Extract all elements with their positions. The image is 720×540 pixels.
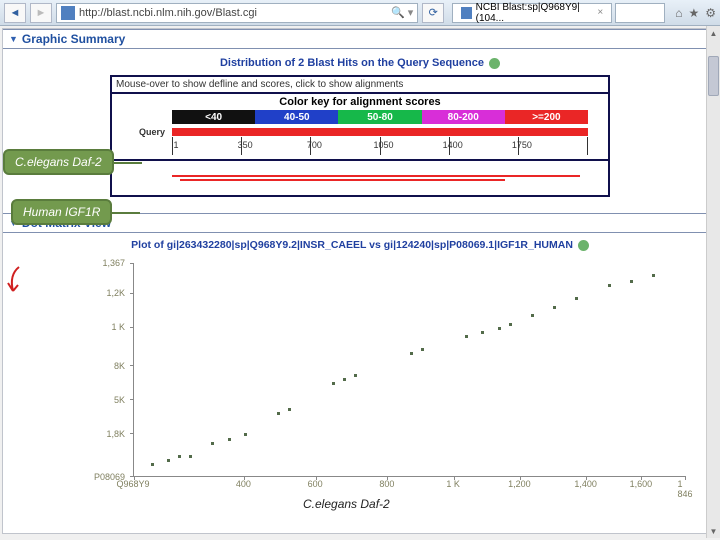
search-dropdown-icon[interactable]: 🔍 ▾: [391, 6, 413, 19]
callout-igf1r-text: Human IGF1R: [23, 205, 100, 219]
y-tick-label: 8K: [114, 361, 125, 371]
x-tick-label: 600: [308, 479, 323, 489]
scatter-point: [277, 412, 280, 415]
scale-row: 1350700105014001750: [172, 137, 588, 155]
dist-title-text: Distribution of 2 Blast Hits on the Quer…: [220, 57, 484, 69]
color-key-title: Color key for alignment scores: [112, 96, 608, 108]
score-bin-0: <40: [172, 110, 255, 124]
annotation-arrow-icon: [3, 265, 23, 295]
scale-tick: 1750: [518, 137, 588, 155]
tab-active[interactable]: NCBI Blast:sp|Q968Y9| (104... ×: [452, 3, 612, 23]
settings-icon[interactable]: ⚙: [705, 6, 716, 20]
plot-panel[interactable]: [133, 263, 685, 477]
scatter-point: [343, 378, 346, 381]
distribution-title: Distribution of 2 Blast Hits on the Quer…: [13, 57, 707, 69]
x-tick-label: 800: [379, 479, 394, 489]
dotplot-title: Plot of gi|263432280|sp|Q968Y9.2|INSR_CA…: [3, 239, 717, 251]
scatter-point: [332, 382, 335, 385]
favorites-icon[interactable]: ★: [688, 6, 699, 20]
x-tick-label: Q968Y9: [116, 479, 149, 489]
query-bar-row: Query: [132, 127, 588, 137]
page-content: ▼ Graphic Summary Distribution of 2 Blas…: [2, 28, 718, 534]
scatter-point: [553, 306, 556, 309]
query-label: Query: [132, 127, 172, 137]
x-tick-label: 1,400: [574, 479, 597, 489]
x-tick-label: 1 K: [446, 479, 460, 489]
scatter-point: [211, 442, 214, 445]
dotplot-area: Human IGF1R 1,3671,2K1 K8K5K1,8KP08069 Q…: [43, 257, 705, 497]
forward-button[interactable]: ►: [30, 3, 52, 23]
vertical-scrollbar[interactable]: ▲ ▼: [706, 26, 720, 538]
help-icon[interactable]: [489, 58, 500, 69]
x-tick-label: 1 846: [677, 479, 692, 499]
scatter-point: [481, 331, 484, 334]
score-bin-4: >=200: [505, 110, 588, 124]
scatter-point: [498, 327, 501, 330]
scatter-point: [178, 455, 181, 458]
callout-daf2: C.elegans Daf-2: [3, 149, 114, 175]
scatter-point: [288, 408, 291, 411]
window-icons: ⌂ ★ ⚙: [675, 6, 716, 20]
x-tick-label: 1,200: [508, 479, 531, 489]
section-graphic-summary-header[interactable]: ▼ Graphic Summary: [3, 29, 717, 49]
scatter-point: [630, 280, 633, 283]
graphic-summary-body: Distribution of 2 Blast Hits on the Quer…: [3, 49, 717, 203]
y-tick-label: 1 K: [111, 322, 125, 332]
scroll-down-icon[interactable]: ▼: [707, 524, 720, 538]
collapse-icon: ▼: [9, 34, 18, 44]
scatter-point: [354, 374, 357, 377]
scatter-point: [509, 323, 512, 326]
color-key-box: Color key for alignment scores <40 40-50…: [110, 92, 610, 161]
address-bar[interactable]: http://blast.ncbi.nlm.nih.gov/Blast.cgi …: [56, 3, 418, 23]
section-title: Graphic Summary: [22, 32, 125, 46]
mouseover-hint: Mouse-over to show defline and scores, c…: [110, 75, 610, 92]
score-bin-2: 50-80: [338, 110, 421, 124]
scatter-point: [189, 455, 192, 458]
tab-blank[interactable]: [615, 3, 665, 23]
scatter-point: [531, 314, 534, 317]
callout-daf2-text: C.elegans Daf-2: [15, 155, 102, 169]
y-tick-label: 5K: [114, 395, 125, 405]
url-text: http://blast.ncbi.nlm.nih.gov/Blast.cgi: [79, 7, 257, 19]
tab-strip: NCBI Blast:sp|Q968Y9| (104... ×: [452, 3, 665, 23]
scatter-point: [151, 463, 154, 466]
y-tick-labels: 1,3671,2K1 K8K5K1,8KP08069: [71, 263, 129, 477]
scatter-point: [421, 348, 424, 351]
x-tick-label: 400: [236, 479, 251, 489]
score-bin-1: 40-50: [255, 110, 338, 124]
tab-close-icon[interactable]: ×: [597, 7, 603, 18]
blast-hit-bar[interactable]: [180, 179, 504, 181]
y-tick-label: 1,367: [102, 258, 125, 268]
scroll-up-icon[interactable]: ▲: [707, 26, 720, 40]
scatter-point: [608, 284, 611, 287]
scatter-point: [575, 297, 578, 300]
hits-box: [110, 161, 610, 197]
scatter-point: [244, 433, 247, 436]
y-tick-label: 1,2K: [106, 288, 125, 298]
y-tick-label: 1,8K: [106, 429, 125, 439]
x-tick-labels: Q968Y94006008001 K1,2001,4001,6001 846: [133, 479, 685, 497]
score-bin-3: 80-200: [422, 110, 505, 124]
help-icon[interactable]: [578, 240, 589, 251]
back-button[interactable]: ◄: [4, 3, 26, 23]
home-icon[interactable]: ⌂: [675, 6, 682, 20]
dotplot-title-text: Plot of gi|263432280|sp|Q968Y9.2|INSR_CA…: [131, 239, 573, 251]
scatter-point: [652, 274, 655, 277]
blast-hit-bar[interactable]: [172, 175, 580, 177]
callout-igf1r: Human IGF1R: [11, 199, 112, 225]
scatter-point: [167, 459, 170, 462]
x-tick-label: 1,600: [630, 479, 653, 489]
scatter-point: [410, 352, 413, 355]
scroll-thumb[interactable]: [708, 56, 719, 96]
refresh-button[interactable]: ⟳: [422, 3, 444, 23]
scatter-point: [228, 438, 231, 441]
tab-favicon: [461, 7, 471, 19]
site-icon: [61, 6, 75, 20]
browser-chrome: ◄ ► http://blast.ncbi.nlm.nih.gov/Blast.…: [0, 0, 720, 26]
tab-title: NCBI Blast:sp|Q968Y9| (104...: [476, 2, 594, 24]
score-legend: <40 40-50 50-80 80-200 >=200: [172, 110, 588, 124]
query-bar: [172, 128, 588, 136]
x-axis-label: C.elegans Daf-2: [303, 497, 390, 511]
scatter-point: [465, 335, 468, 338]
